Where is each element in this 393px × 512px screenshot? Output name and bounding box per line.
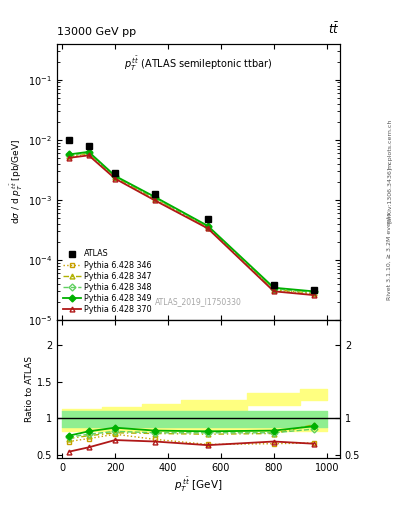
- Text: $t\bar{t}$: $t\bar{t}$: [329, 22, 340, 37]
- Text: mcplots.cern.ch: mcplots.cern.ch: [387, 118, 392, 168]
- Text: $p_T^{\,t\bar{t}}$ (ATLAS semileptonic ttbar): $p_T^{\,t\bar{t}}$ (ATLAS semileptonic t…: [124, 55, 273, 73]
- Legend: ATLAS, Pythia 6.428 346, Pythia 6.428 347, Pythia 6.428 348, Pythia 6.428 349, P: ATLAS, Pythia 6.428 346, Pythia 6.428 34…: [61, 247, 154, 316]
- Text: [arXiv:1306.3436]: [arXiv:1306.3436]: [387, 166, 392, 223]
- Y-axis label: d$\sigma$ / d $p_T^{\,t\bar{t}}$ [pb/GeV]: d$\sigma$ / d $p_T^{\,t\bar{t}}$ [pb/GeV…: [9, 139, 25, 224]
- X-axis label: $p_T^{\,t\bar{t}}$ [GeV]: $p_T^{\,t\bar{t}}$ [GeV]: [174, 476, 223, 494]
- Y-axis label: Ratio to ATLAS: Ratio to ATLAS: [25, 356, 34, 422]
- Text: ATLAS_2019_I1750330: ATLAS_2019_I1750330: [155, 297, 242, 306]
- Text: 13000 GeV pp: 13000 GeV pp: [57, 27, 136, 37]
- Text: Rivet 3.1.10, ≥ 3.2M events: Rivet 3.1.10, ≥ 3.2M events: [387, 212, 392, 300]
